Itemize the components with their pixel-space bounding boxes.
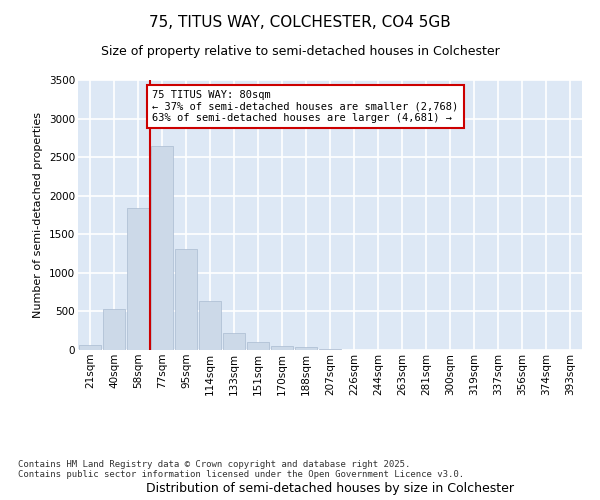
Bar <box>223 333 245 350</box>
Bar <box>151 146 173 350</box>
Bar <box>175 249 197 350</box>
Text: 75 TITUS WAY: 80sqm
← 37% of semi-detached houses are smaller (2,768)
63% of sem: 75 TITUS WAY: 80sqm ← 37% of semi-detach… <box>152 90 458 123</box>
Text: 75, TITUS WAY, COLCHESTER, CO4 5GB: 75, TITUS WAY, COLCHESTER, CO4 5GB <box>149 15 451 30</box>
Bar <box>295 347 317 350</box>
Bar <box>319 349 341 350</box>
Bar <box>103 309 125 350</box>
Bar <box>199 300 221 350</box>
Text: Size of property relative to semi-detached houses in Colchester: Size of property relative to semi-detach… <box>101 45 499 58</box>
Y-axis label: Number of semi-detached properties: Number of semi-detached properties <box>34 112 43 318</box>
Text: Contains HM Land Registry data © Crown copyright and database right 2025.
Contai: Contains HM Land Registry data © Crown c… <box>18 460 464 479</box>
Bar <box>79 344 101 350</box>
Text: Distribution of semi-detached houses by size in Colchester: Distribution of semi-detached houses by … <box>146 482 514 495</box>
Bar <box>127 208 149 350</box>
Bar <box>247 342 269 350</box>
Bar <box>271 346 293 350</box>
